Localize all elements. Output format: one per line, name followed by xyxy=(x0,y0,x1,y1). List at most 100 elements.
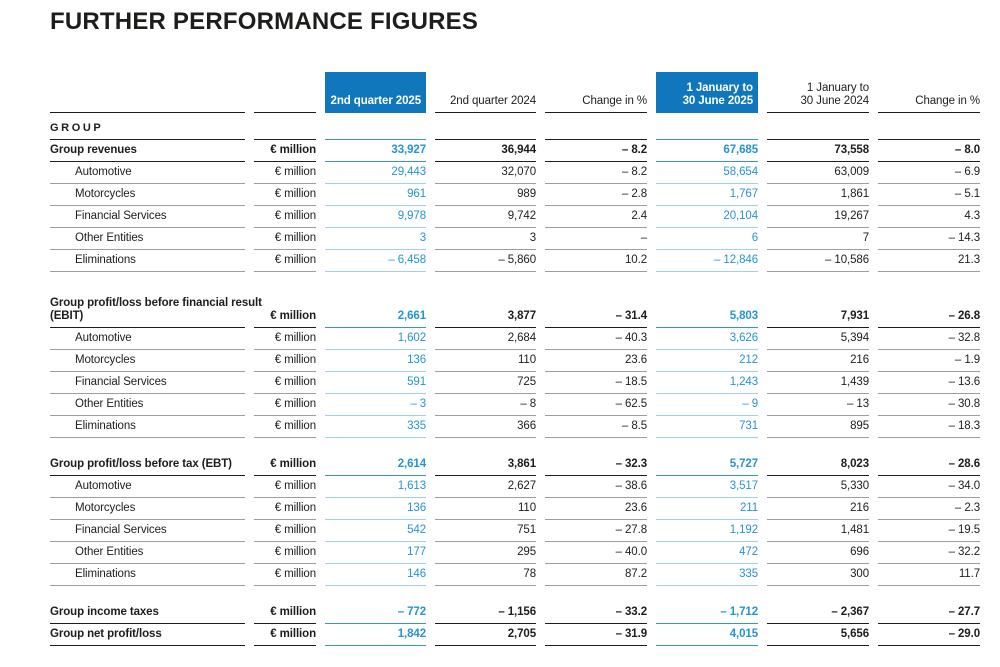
value-q2-2024: – 8 xyxy=(435,394,536,416)
row-label: Other Entities xyxy=(50,542,245,564)
table-row: Other Entities € million 3 3 – 6 7 – 14.… xyxy=(50,228,980,250)
value-q2-2024: 110 xyxy=(435,350,536,372)
table-row: Group net profit/loss € million 1,842 2,… xyxy=(50,624,980,646)
value-q2-2025: 33,927 xyxy=(325,140,426,162)
row-unit: € million xyxy=(254,328,316,350)
table-row: Motorcycles € million 136 110 23.6 211 2… xyxy=(50,498,980,520)
value-change-q2: – 2.8 xyxy=(545,184,647,206)
row-unit: € million xyxy=(254,394,316,416)
value-q2-2025: 146 xyxy=(325,564,426,586)
value-h1-2024: 895 xyxy=(767,416,869,438)
value-change-q2: 10.2 xyxy=(545,250,647,272)
col-header-change-q2: Change in % xyxy=(545,72,647,113)
value-h1-2025: 212 xyxy=(656,350,758,372)
value-q2-2025: – 3 xyxy=(325,394,426,416)
row-unit: € million xyxy=(254,542,316,564)
row-unit: € million xyxy=(254,350,316,372)
row-unit: € million xyxy=(254,498,316,520)
section-header-row: GROUP xyxy=(50,113,980,140)
col-header-q2-2024: 2nd quarter 2024 xyxy=(435,72,536,113)
value-h1-2024: 63,009 xyxy=(767,162,869,184)
value-h1-2024: 216 xyxy=(767,350,869,372)
value-h1-2025: – 1,712 xyxy=(656,602,758,624)
row-label: Motorcycles xyxy=(50,184,245,206)
value-change-q2: 23.6 xyxy=(545,350,647,372)
value-h1-2024: 1,439 xyxy=(767,372,869,394)
value-q2-2025: 3 xyxy=(325,228,426,250)
value-change-h1: – 2.3 xyxy=(878,498,980,520)
value-q2-2024: 36,944 xyxy=(435,140,536,162)
value-h1-2024: 19,267 xyxy=(767,206,869,228)
value-change-h1: – 26.8 xyxy=(878,288,980,328)
section-unit-cell xyxy=(254,113,316,140)
value-change-q2: – xyxy=(545,228,647,250)
value-change-h1: – 19.5 xyxy=(878,520,980,542)
row-label: Automotive xyxy=(50,476,245,498)
value-h1-2025: 3,517 xyxy=(656,476,758,498)
row-label: Other Entities xyxy=(50,228,245,250)
value-h1-2025: 58,654 xyxy=(656,162,758,184)
value-q2-2024: 366 xyxy=(435,416,536,438)
row-label: Group profit/loss before financial resul… xyxy=(50,288,262,328)
value-q2-2024: 2,627 xyxy=(435,476,536,498)
section-title: GROUP xyxy=(50,113,245,140)
value-h1-2025: 1,767 xyxy=(656,184,758,206)
row-unit: € million xyxy=(254,228,316,250)
row-label: Group revenues xyxy=(50,140,245,162)
value-q2-2024: 725 xyxy=(435,372,536,394)
value-h1-2025: 211 xyxy=(656,498,758,520)
value-q2-2024: 32,070 xyxy=(435,162,536,184)
value-change-q2: 87.2 xyxy=(545,564,647,586)
value-change-h1: – 8.0 xyxy=(878,140,980,162)
row-unit: € million xyxy=(254,372,316,394)
row-label: Automotive xyxy=(50,162,245,184)
value-q2-2025: – 6,458 xyxy=(325,250,426,272)
value-h1-2024: 5,656 xyxy=(767,624,869,646)
value-h1-2024: 8,023 xyxy=(767,454,869,476)
table-row: Financial Services € million 591 725 – 1… xyxy=(50,372,980,394)
row-unit: € million xyxy=(254,454,316,476)
table-row: Motorcycles € million 136 110 23.6 212 2… xyxy=(50,350,980,372)
row-label: Financial Services xyxy=(50,520,245,542)
table-row: Other Entities € million – 3 – 8 – 62.5 … xyxy=(50,394,980,416)
row-unit: € million xyxy=(254,416,316,438)
row-label: Eliminations xyxy=(50,564,245,586)
value-q2-2024: 2,684 xyxy=(435,328,536,350)
value-q2-2025: 136 xyxy=(325,498,426,520)
section-cell xyxy=(767,113,869,140)
value-change-q2: – 40.3 xyxy=(545,328,647,350)
value-h1-2024: – 10,586 xyxy=(767,250,869,272)
value-q2-2024: – 5,860 xyxy=(435,250,536,272)
value-q2-2024: 2,705 xyxy=(435,624,536,646)
value-q2-2024: 78 xyxy=(435,564,536,586)
value-q2-2024: 3,861 xyxy=(435,454,536,476)
value-q2-2024: 989 xyxy=(435,184,536,206)
table-row: Group profit/loss before tax (EBT) € mil… xyxy=(50,454,980,476)
value-h1-2025: 1,243 xyxy=(656,372,758,394)
value-h1-2025: 335 xyxy=(656,564,758,586)
value-h1-2025: 67,685 xyxy=(656,140,758,162)
value-h1-2025: 472 xyxy=(656,542,758,564)
value-change-h1: 11.7 xyxy=(878,564,980,586)
value-h1-2025: 1,192 xyxy=(656,520,758,542)
table-row: Eliminations € million – 6,458 – 5,860 1… xyxy=(50,250,980,272)
row-label: Group income taxes xyxy=(50,602,245,624)
table-row: Group profit/loss before financial resul… xyxy=(50,288,980,328)
value-q2-2025: 591 xyxy=(325,372,426,394)
value-change-h1: – 32.8 xyxy=(878,328,980,350)
row-label: Eliminations xyxy=(50,250,245,272)
col-header-h1-2025: 1 January to 30 June 2025 xyxy=(656,72,758,113)
section-cell xyxy=(878,113,980,140)
value-change-h1: 4.3 xyxy=(878,206,980,228)
value-change-h1: – 29.0 xyxy=(878,624,980,646)
value-q2-2024: 751 xyxy=(435,520,536,542)
row-unit: € million xyxy=(254,206,316,228)
value-q2-2024: 9,742 xyxy=(435,206,536,228)
value-change-h1: – 13.6 xyxy=(878,372,980,394)
section-cell xyxy=(545,113,647,140)
value-q2-2025: 1,842 xyxy=(325,624,426,646)
value-q2-2024: – 1,156 xyxy=(435,602,536,624)
value-q2-2025: 2,661 xyxy=(325,288,426,328)
table-row: Financial Services € million 542 751 – 2… xyxy=(50,520,980,542)
table-row: Automotive € million 29,443 32,070 – 8.2… xyxy=(50,162,980,184)
